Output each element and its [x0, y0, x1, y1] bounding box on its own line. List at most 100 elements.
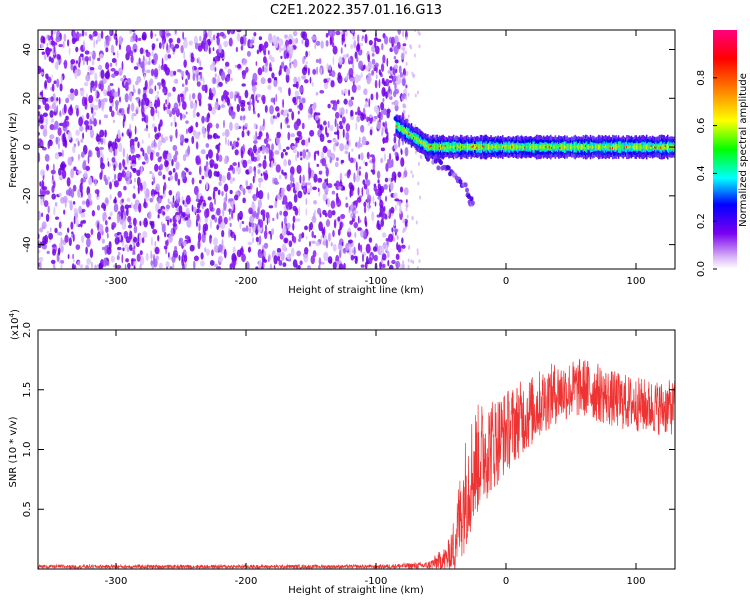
spectrogram-noise-cell — [121, 254, 124, 264]
spectrogram-noise-cell — [146, 145, 152, 155]
spectrogram-noise-cell — [79, 53, 84, 58]
spectrogram-noise-cell — [218, 173, 223, 182]
spectrogram-noise-cell — [140, 147, 144, 152]
spectrogram-noise-cell — [318, 264, 321, 269]
spectrogram-noise-cell — [72, 30, 76, 39]
spectrogram-noise-cell — [398, 138, 401, 148]
spectrogram-signal-peak — [641, 147, 643, 150]
spectrogram-noise-cell — [130, 201, 133, 208]
spectrogram-noise-cell — [247, 241, 253, 246]
spectrogram-noise-cell — [75, 138, 79, 142]
spectrogram-signal-peak — [472, 145, 475, 148]
spectrogram-noise-cell — [327, 139, 332, 143]
spectrogram-noise-cell — [196, 202, 201, 210]
spectrogram-noise-cell — [208, 105, 213, 112]
spectrogram-noise-cell — [112, 52, 116, 56]
spectrogram-noise-cell — [196, 112, 200, 118]
spectrogram-noise-cell — [330, 100, 336, 104]
spectrogram-noise-cell — [204, 216, 208, 224]
spectrogram-noise-cell — [275, 93, 278, 102]
spectrogram-noise-cell — [357, 42, 360, 52]
spectrogram-noise-cell — [109, 82, 114, 87]
spectrogram-noise-cell — [261, 94, 266, 102]
spectrogram-noise-cell — [286, 113, 289, 118]
spectrogram-noise-cell — [121, 61, 124, 71]
spectrogram-signal-cell — [662, 144, 664, 150]
colorbar-ticks: 0.00.20.40.60.8 — [696, 70, 717, 277]
spectrogram-noise-cell — [286, 222, 291, 230]
spectrogram-noise-cell — [285, 117, 289, 123]
spectrogram-noise-cell — [136, 253, 141, 262]
spectrogram-noise-cell — [114, 100, 119, 107]
spectrogram-noise-cell — [295, 218, 301, 222]
spectrogram-noise-cell — [94, 72, 98, 82]
spectrogram-noise-cell — [315, 59, 320, 64]
spectrogram-noise-cell — [257, 99, 259, 104]
spectrogram-noise-cell — [198, 99, 202, 107]
spectrogram-signal-cell — [454, 144, 456, 150]
spectrogram-noise-cell — [288, 108, 293, 113]
spectrogram-noise-cell — [50, 30, 53, 38]
spectrogram-noise-cell — [302, 56, 305, 65]
spectrogram-noise-cell — [394, 59, 399, 64]
spectrogram-signal-cell — [526, 144, 529, 150]
spectrogram-noise-cell — [272, 115, 276, 119]
spectrogram-y-tick-label: 0 — [22, 144, 33, 150]
spectrogram-noise-cell — [62, 41, 65, 49]
spectrogram-noise-cell — [131, 258, 134, 267]
spectrogram-signal-cell — [514, 146, 517, 148]
spectrogram-noise-cell — [173, 102, 179, 112]
spectrogram-noise-cell — [59, 110, 62, 117]
spectrogram-trail-cell — [426, 156, 430, 162]
spectrogram-noise-cell — [103, 89, 108, 97]
spectrogram-signal-cell — [661, 145, 663, 149]
spectrogram-noise-cell — [56, 97, 59, 102]
spectrogram-noise-cell — [405, 207, 408, 212]
spectrogram-noise-cell — [320, 40, 324, 49]
spectrogram-signal-cell — [588, 145, 591, 149]
spectrogram-noise-cell — [272, 217, 275, 222]
spectrogram-noise-cell — [357, 106, 361, 115]
spectrogram-signal-peak — [545, 146, 548, 149]
spectrogram-signal-peak — [482, 145, 484, 148]
spectrogram-noise-cell — [162, 174, 166, 180]
spectrogram-noise-cell — [286, 146, 290, 150]
spectrogram-noise-cell — [199, 60, 202, 67]
spectrogram-noise-cell — [334, 117, 337, 128]
spectrogram-noise-cell — [124, 81, 129, 92]
spectrogram-noise-cell — [393, 64, 399, 70]
spectrogram-noise-cell — [325, 239, 329, 249]
spectrogram-noise-cell — [149, 197, 154, 203]
spectrogram-signal-peak — [617, 145, 620, 148]
spectrogram-noise-cell — [357, 84, 362, 91]
spectrogram-noise-cell — [151, 46, 155, 51]
spectrogram-noise-cell — [391, 227, 394, 233]
spectrogram-signal-peak — [587, 146, 590, 149]
spectrogram-noise-cell — [223, 216, 228, 225]
spectrogram-noise-cell — [355, 174, 361, 183]
spectrogram-noise-cell — [162, 39, 165, 50]
spectrogram-noise-cell — [257, 154, 261, 159]
spectrogram-noise-cell — [252, 140, 258, 144]
spectrogram-noise-cell — [157, 97, 160, 106]
spectrogram-signal-cell — [417, 137, 420, 143]
spectrogram-noise-cell — [197, 92, 202, 102]
spectrogram-noise-cell — [324, 212, 328, 218]
spectrogram-noise-cell — [39, 260, 42, 269]
spectrogram-noise-cell — [265, 224, 267, 232]
spectrogram-noise-cell — [77, 140, 80, 147]
spectrogram-noise-cell — [90, 228, 94, 235]
spectrogram-noise-cell — [95, 89, 98, 98]
spectrogram-signal-peak — [470, 145, 473, 148]
spectrogram-noise-cell — [113, 203, 119, 213]
spectrogram-signal-peak — [463, 145, 466, 148]
spectrogram-noise-cell — [122, 247, 125, 252]
spectrogram-noise-cell — [107, 161, 110, 167]
spectrogram-noise-cell — [393, 136, 397, 144]
snr-y-tick-label: 2.0 — [22, 322, 33, 338]
spectrogram-noise-cell — [344, 150, 349, 155]
spectrogram-noise-cell — [126, 106, 130, 115]
spectrogram-noise-cell — [373, 254, 378, 262]
spectrogram-noise-cell — [201, 41, 206, 50]
spectrogram-noise-cell — [309, 241, 311, 247]
